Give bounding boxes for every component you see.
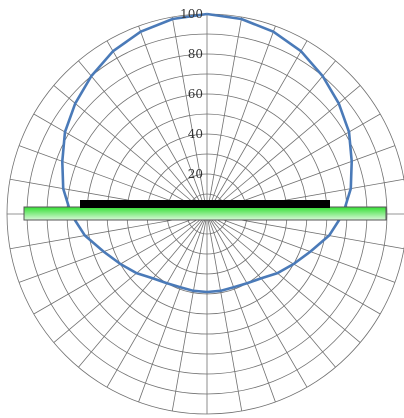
grid-spoke <box>171 16 208 215</box>
grid-spoke <box>206 85 361 215</box>
grid-spoke <box>18 213 208 283</box>
radial-tick-labels: 20 40 60 80 100 <box>180 7 203 181</box>
grid-spoke <box>206 213 336 368</box>
luminaire-fixture <box>23 200 387 221</box>
grid-spoke <box>206 25 276 215</box>
grid-spoke <box>78 60 208 215</box>
grid-spoke <box>78 213 208 368</box>
fixture-bar <box>80 200 330 208</box>
grid-spoke <box>53 213 208 343</box>
grid-spoke <box>206 113 381 215</box>
grid-spoke <box>206 213 308 388</box>
grid-spoke <box>106 213 208 388</box>
grid-spoke <box>206 213 276 403</box>
radial-tick-label: 20 <box>188 167 203 181</box>
led-strip <box>23 206 387 221</box>
grid-spoke <box>138 213 208 403</box>
intensity-curve <box>60 12 354 294</box>
radial-tick-label: 80 <box>188 47 203 61</box>
grid-spoke <box>106 40 208 215</box>
radial-tick-label: 40 <box>188 127 203 141</box>
grid-spoke <box>33 113 208 215</box>
grid-spoke <box>206 60 336 215</box>
grid-spoke <box>138 25 208 215</box>
grid-spoke <box>206 213 361 343</box>
radial-tick-label: 100 <box>180 7 203 21</box>
grid-spoke <box>206 40 308 215</box>
grid-spoke <box>171 213 208 412</box>
grid-spoke <box>206 213 396 283</box>
intensity-curve-layer <box>60 12 354 294</box>
grid-spoke <box>53 85 208 215</box>
grid-spoke <box>206 213 243 412</box>
radial-tick-label: 60 <box>188 87 203 101</box>
grid-spoke <box>206 16 243 215</box>
